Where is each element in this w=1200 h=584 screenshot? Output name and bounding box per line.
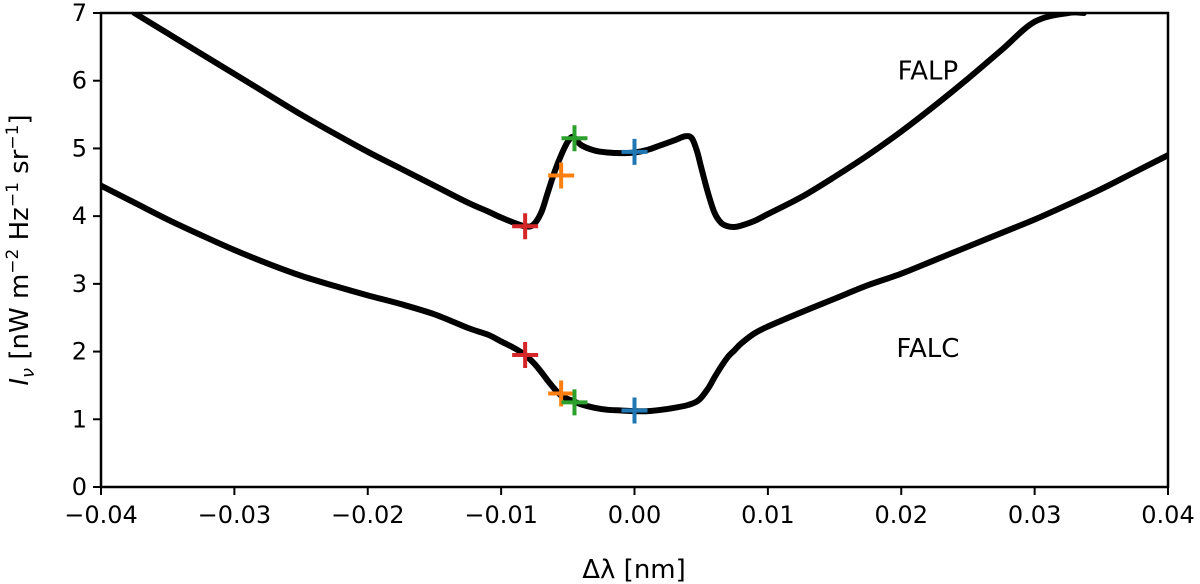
annotation-layer: FALP FALC — [896, 57, 959, 365]
marker-layer — [512, 125, 648, 424]
series-line-falc — [101, 152, 1168, 415]
y-axis-label-subscript: ν — [18, 368, 39, 378]
y-axis-label-units-prefix: [nW m — [5, 274, 35, 368]
y-tick-label: 2 — [72, 338, 87, 366]
series-layer — [101, 13, 1168, 415]
x-tick-label: −0.03 — [198, 501, 272, 529]
marker-falc-7 — [621, 397, 648, 424]
annotation-falp: FALP — [898, 57, 959, 87]
y-axis-label-units-mid2: sr — [5, 149, 35, 182]
x-tick-label: 0.01 — [741, 501, 794, 529]
y-tick-label: 4 — [72, 202, 87, 230]
x-tick-label: −0.02 — [331, 501, 405, 529]
marker-falp-2 — [561, 125, 588, 152]
y-axis-label-units-suffix: ] — [5, 114, 35, 124]
y-axis-ticks: 0 1 2 3 4 5 6 7 — [72, 0, 101, 501]
y-tick-label: 0 — [72, 473, 87, 501]
marker-falp-0 — [512, 213, 539, 240]
annotation-falc: FALC — [896, 334, 959, 364]
y-axis-label-symbol: I — [5, 378, 35, 386]
y-tick-label: 7 — [72, 0, 87, 27]
x-tick-label: −0.01 — [464, 501, 538, 529]
x-tick-label: 0.02 — [875, 501, 928, 529]
y-tick-label: 3 — [72, 270, 87, 298]
x-tick-label: −0.04 — [64, 501, 138, 529]
x-tick-label: 0.03 — [1008, 501, 1061, 529]
marker-falc-5 — [548, 380, 575, 407]
x-axis-ticks: −0.04 −0.03 −0.02 −0.01 0.00 0.01 0.02 0.03 0.04 — [64, 487, 1195, 529]
marker-falc-4 — [512, 341, 539, 368]
y-tick-label: 5 — [72, 134, 87, 162]
y-axis-label-exp3: −1 — [3, 125, 23, 150]
y-axis-label-units-mid: Hz — [5, 207, 35, 248]
y-tick-label: 6 — [72, 67, 87, 95]
x-tick-label: 0.00 — [608, 501, 661, 529]
y-axis-label: Iν [nW m−2 Hz−1 sr−1] — [3, 114, 39, 385]
x-axis-label: Δλ [nm] — [582, 555, 686, 584]
y-axis-label-exp1: −2 — [3, 249, 23, 274]
series-line-falp — [131, 13, 1087, 231]
marker-falp-3 — [621, 138, 648, 165]
y-tick-label: 1 — [72, 405, 87, 433]
marker-falp-1 — [548, 162, 575, 189]
x-tick-label: 0.04 — [1141, 501, 1194, 529]
y-axis-label-exp2: −1 — [3, 182, 23, 207]
marker-falc-6 — [561, 389, 588, 416]
